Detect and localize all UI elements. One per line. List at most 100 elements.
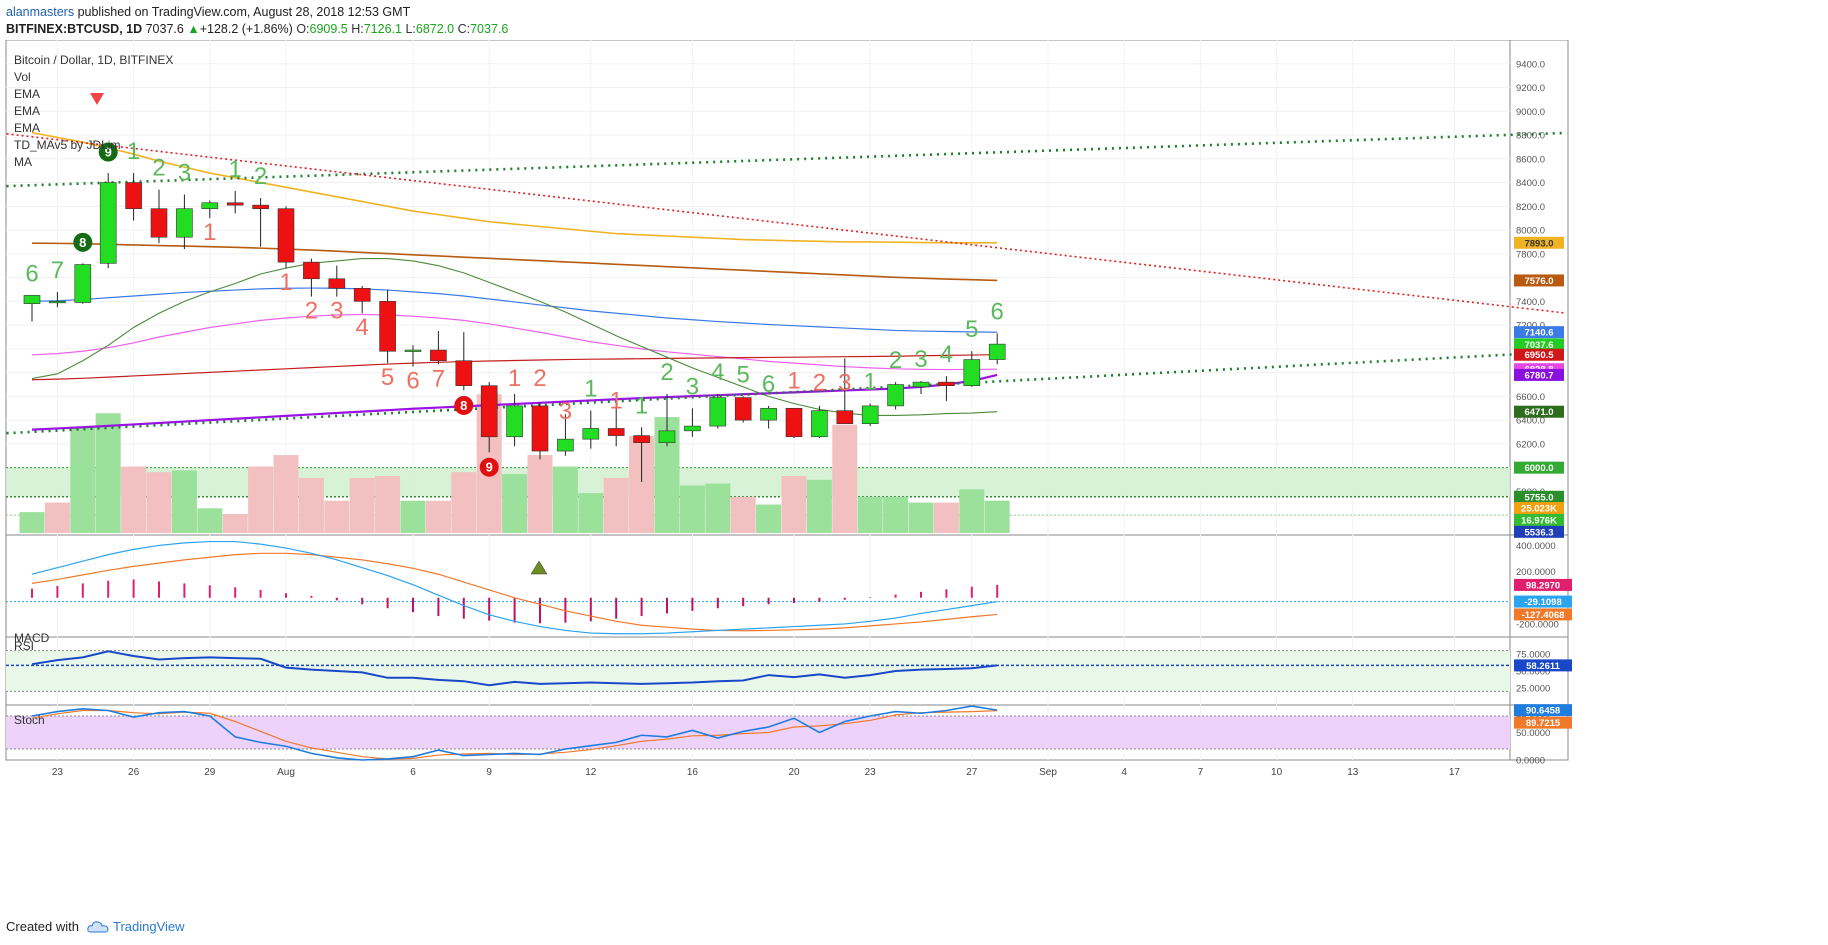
volume-bar [832,424,858,533]
volume-bar [603,477,629,533]
td-count: 2 [889,347,902,374]
td-count: 1 [203,219,216,246]
candle-body [658,430,676,444]
candle-body [633,435,650,444]
chart-canvas[interactable]: 9400.09200.09000.08800.08600.08400.08200… [0,40,1828,915]
stoch-tick-label: 50.0000 [1516,728,1550,739]
rsi-line [31,650,998,687]
chart-frame [5,40,1569,761]
candle-body [938,381,955,386]
high-label: H: [351,22,364,36]
candle-body [303,261,320,280]
td-badge-circle [454,395,474,415]
macd-tick-label: 400.0000 [1516,541,1556,552]
volume-bar [19,512,45,533]
volume-bar [273,455,299,533]
price-label-text: 6780.7 [1524,370,1553,381]
price-change: +128.2 (+1.86%) [199,22,293,36]
price-tick-label: 8800.0 [1516,131,1545,142]
price-label-bg [1514,326,1564,339]
td-count: 2 [533,365,546,392]
price-tick-label: 9000.0 [1516,107,1545,118]
tradingview-brand[interactable]: TradingView [87,919,185,934]
legend-item: TD_MAv5 by JDLim [14,138,120,152]
td-badge-circle [98,142,118,162]
volume-bar [679,485,705,533]
td-badge-number: 9 [105,145,112,160]
macd-value-bg [1514,595,1572,608]
created-with-text: Created with [6,919,79,934]
td-count: 1 [508,365,521,392]
candle-body [176,208,193,238]
price-label-text: 6000.0 [1524,463,1553,474]
author-link[interactable]: alanmasters [6,5,75,19]
volume-bar [908,502,934,533]
ema-200-line [31,131,998,244]
price-label-text: 7893.0 [1524,238,1553,249]
price-label-text: 6471.0 [1524,407,1553,418]
time-tick-label: 29 [204,767,216,778]
candle-body [684,425,701,432]
td-badge-circle [479,457,499,477]
td-count: 3 [178,159,191,186]
time-tick-label: Aug [277,767,295,778]
td-badge: 9 [479,457,499,477]
time-tick-label: 26 [128,767,140,778]
stoch-title: Stoch [14,713,45,727]
buy-signal-triangle [530,560,548,575]
td-badge-number: 8 [79,235,86,250]
rsi-value-label: 58.2611 [1526,661,1561,672]
rsi-tick-label: 75.0000 [1516,650,1550,661]
td-count: 3 [914,346,927,373]
price-label-text: 7037.6 [1524,340,1553,351]
price-label-text: 5755.0 [1524,492,1553,503]
price-label-text: 25.023K [1521,504,1557,515]
price-tick-label: 9200.0 [1516,83,1545,94]
publish-header: alanmasters published on TradingView.com… [6,3,410,21]
price-label-bg [1514,461,1564,474]
candle-body [785,407,803,438]
td-count: 1 [635,392,648,419]
td-count: 4 [711,359,724,386]
macd-value-label: 98.2970 [1526,580,1560,591]
volume-bar [933,502,959,533]
volume-bar [171,470,197,533]
price-label-bg [1514,338,1564,351]
stoch-k-line [31,705,998,761]
td-count: 1 [864,369,877,396]
candle-body [836,410,854,425]
td-count: 5 [965,316,978,343]
td-count: 3 [330,298,343,325]
td-badge: 8 [73,232,93,252]
published-text: published on TradingView.com, August 28,… [77,5,411,19]
candle-body [150,208,168,238]
td-count: 6 [762,371,775,398]
price-label-bg [1514,274,1564,287]
td-count: 4 [356,314,369,341]
up-arrow-icon: ▲ [187,22,200,36]
volume-bar [705,483,731,533]
candle-body [861,405,879,425]
candle-body [709,397,727,427]
time-tick-label: 23 [865,767,877,778]
price-label-bg [1514,490,1564,503]
rsi-tick-label: 25.0000 [1516,684,1550,695]
volume-bar [70,426,96,533]
volume-bar [730,496,756,533]
volume-bar [298,477,324,533]
td-count: 6 [991,298,1004,325]
price-label-text: 16.976K [1521,515,1557,526]
td-count: 1 [787,367,800,394]
candle-body [480,385,498,438]
td-count: 7 [51,257,64,284]
td-count: 1 [279,269,292,296]
volume-bar [349,477,375,533]
close-label: C: [457,22,471,36]
price-label-text: 6950.5 [1524,350,1554,361]
macd-tick-label: 200.0000 [1516,567,1556,578]
price-axis-labels: 7893.07576.07140.67037.66950.56828.86780… [1514,236,1564,538]
ema-50-line [31,287,998,333]
candle-body [23,295,41,305]
macd-value-label: -127.4068 [1522,610,1565,621]
time-tick-label: 12 [585,767,597,778]
